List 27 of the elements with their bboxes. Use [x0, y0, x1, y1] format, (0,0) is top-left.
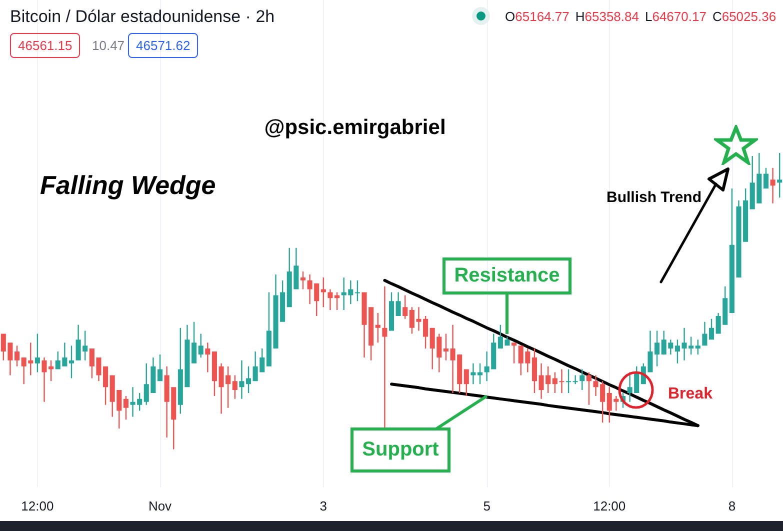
x-tick-label: Nov	[148, 498, 172, 514]
annotation: Resistance	[454, 264, 560, 286]
annotation: Support	[362, 438, 440, 460]
text: 46571.62	[128, 33, 198, 58]
x-tick-label: 8	[728, 498, 736, 514]
text: 10.47	[91, 37, 126, 55]
text: L64670.17	[644, 9, 706, 24]
text: @psic.emirgabriel	[264, 116, 446, 139]
text: 46561.15	[10, 33, 80, 58]
candlestick	[205, 342, 210, 372]
candlestick	[470, 363, 476, 384]
chart-title: Bitcoin / Dólar estadounidense · 2h	[10, 7, 275, 27]
candlestick	[382, 286, 388, 429]
annotation: Bullish Trend	[606, 189, 702, 206]
candlestick	[770, 168, 776, 204]
candlestick	[328, 289, 333, 310]
annotation: Break	[668, 385, 713, 402]
candlestick	[239, 360, 244, 399]
candlestick	[572, 375, 578, 384]
text: O65164.77	[505, 9, 570, 24]
text: C65025.36	[712, 9, 776, 24]
annotation: Falling Wedge	[40, 170, 216, 200]
x-tick-label: 12:00	[21, 498, 54, 514]
x-tick-label: 3	[320, 498, 328, 514]
x-tick-label: 12:00	[593, 498, 626, 514]
text: H65358.84	[575, 9, 639, 24]
x-tick-label: 5	[483, 498, 490, 514]
